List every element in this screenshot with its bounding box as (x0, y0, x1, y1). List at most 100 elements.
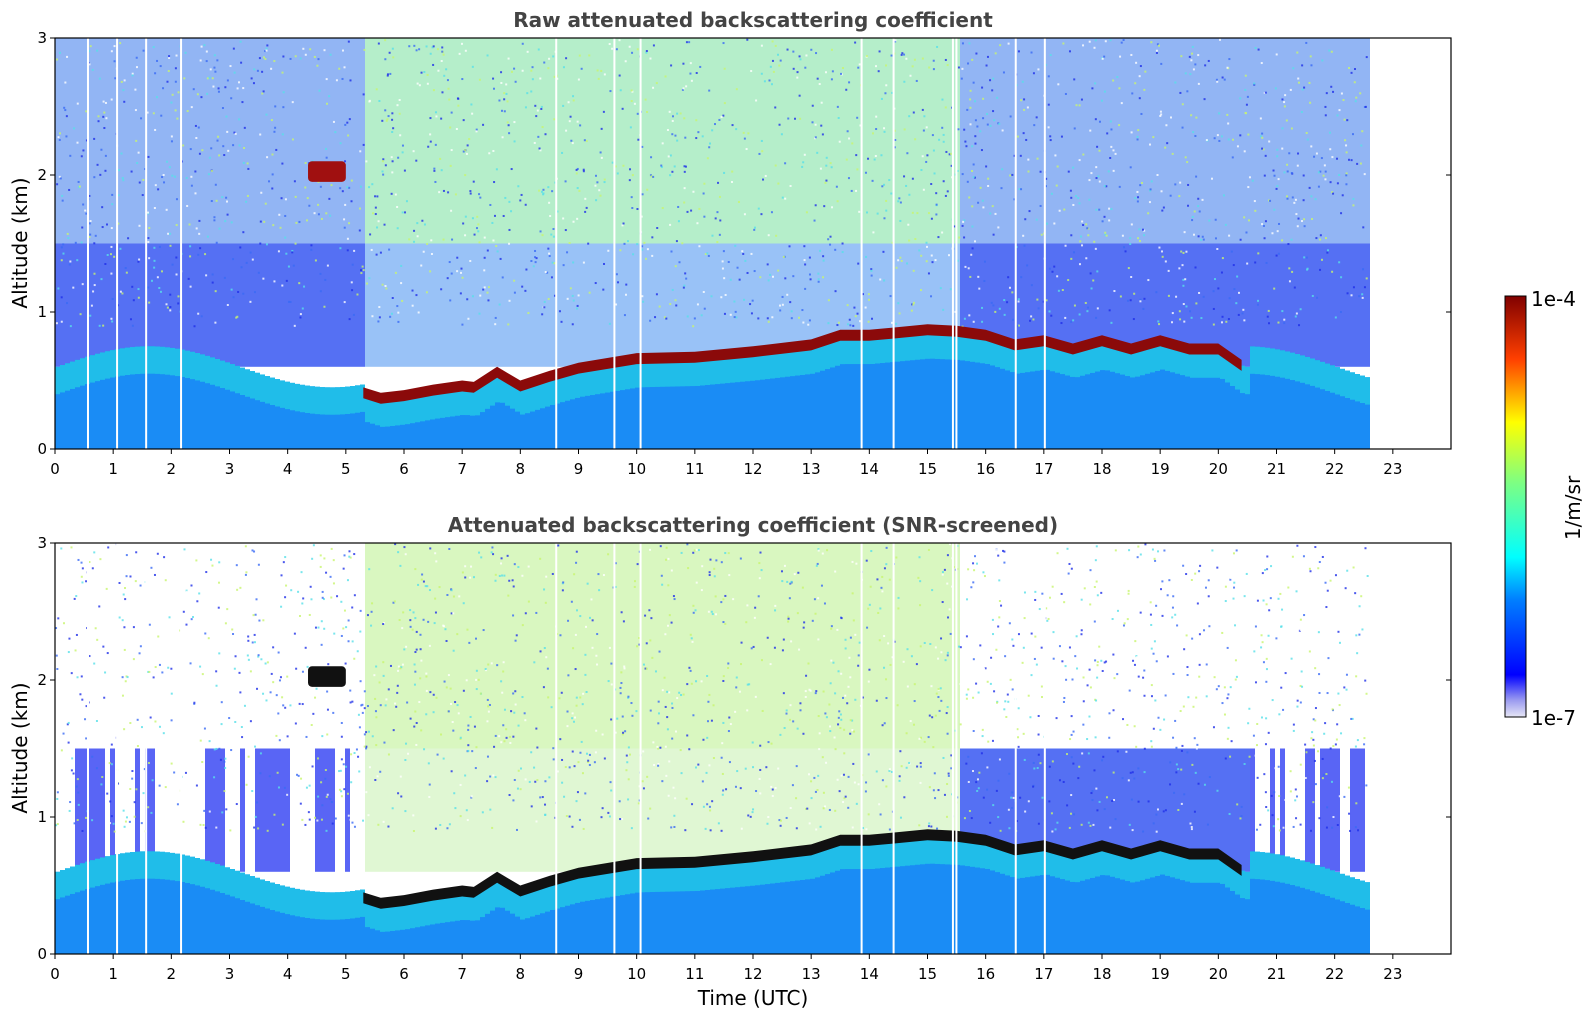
bottom-x-tick-label: 11 (685, 965, 704, 983)
top-x-tick-label: 19 (1151, 460, 1170, 478)
bottom-free-troposphere (55, 543, 1370, 954)
bottom-x-tick-label: 13 (802, 965, 821, 983)
colorbar: 1e-4 1e-7 1/m/sr (1504, 287, 1585, 730)
bottom-y-tick-label: 0 (37, 945, 47, 963)
bottom-x-tick-label: 10 (627, 965, 646, 983)
bottom-data-gap (145, 543, 148, 954)
bottom-data-gap (116, 543, 119, 954)
bottom-y-tick-label: 2 (37, 671, 47, 689)
bottom-data-gap (613, 543, 616, 954)
colorbar-max-label: 1e-4 (1531, 287, 1576, 311)
bottom-x-tick-label: 15 (918, 965, 937, 983)
top-y-axis: 0 1 2 3 (37, 29, 1451, 458)
top-x-tick-label: 21 (1267, 460, 1286, 478)
top-x-tick-label: 10 (627, 460, 646, 478)
bottom-data-gap (86, 543, 89, 954)
bottom-x-tick-label: 21 (1267, 965, 1286, 983)
top-x-tick-label: 8 (516, 460, 526, 478)
bottom-x-tick-label: 18 (1092, 965, 1111, 983)
top-x-tick-label: 1 (108, 460, 118, 478)
bottom-x-tick-label: 4 (283, 965, 293, 983)
top-x-tick-label: 12 (743, 460, 762, 478)
bottom-y-tick-label: 1 (37, 808, 47, 826)
top-x-tick-label: 0 (50, 460, 60, 478)
top-data-gap (1043, 38, 1046, 449)
bottom-x-tick-label: 3 (225, 965, 235, 983)
top-data-gap (892, 38, 895, 449)
bottom-y-tick-label: 3 (37, 534, 47, 552)
bottom-data-gap (860, 543, 863, 954)
top-data-gap (639, 38, 642, 449)
top-data-gap (180, 38, 183, 449)
top-heatmap (55, 38, 1451, 449)
bottom-heatmap (55, 543, 1451, 954)
bottom-x-tick-label: 1 (108, 965, 118, 983)
top-cloud-layer (363, 324, 1242, 404)
top-x-tick-label: 9 (574, 460, 584, 478)
bottom-panel: Attenuated backscattering coefficient (S… (8, 513, 1452, 1010)
bottom-x-tick-label: 23 (1383, 965, 1402, 983)
top-x-tick-label: 11 (685, 460, 704, 478)
bottom-data-gap (951, 543, 954, 954)
bottom-x-tick-label: 12 (743, 965, 762, 983)
top-elevated-layer (308, 161, 346, 182)
top-x-tick-label: 17 (1034, 460, 1053, 478)
top-x-tick-label: 5 (341, 460, 351, 478)
top-data-gap (860, 38, 863, 449)
bottom-elevated-layer (308, 666, 346, 687)
top-x-tick-label: 2 (167, 460, 177, 478)
top-panel: Raw attenuated backscattering coefficien… (8, 8, 1452, 478)
bottom-x-tick-label: 19 (1151, 965, 1170, 983)
top-y-tick-label: 1 (37, 303, 47, 321)
top-data-gap (1014, 38, 1017, 449)
bottom-cloud-layer (363, 829, 1242, 909)
top-x-tick-label: 15 (918, 460, 937, 478)
top-x-tick-label: 7 (457, 460, 467, 478)
top-y-tick-label: 3 (37, 29, 47, 47)
top-x-axis: 0 1 2 3 4 5 6 7 8 9 10 11 12 13 14 15 16 17 18 19 20 21 22 23 (50, 449, 1402, 478)
top-y-tick-label: 2 (37, 166, 47, 184)
top-data-gap (86, 38, 89, 449)
colorbar-unit-label: 1/m/sr (1561, 475, 1585, 540)
bottom-y-axis-label: Altitude (km) (8, 682, 32, 813)
top-x-tick-label: 14 (860, 460, 879, 478)
bottom-y-axis: 0 1 2 3 (37, 534, 1451, 963)
bottom-x-tick-label: 5 (341, 965, 351, 983)
top-y-tick-label: 0 (37, 440, 47, 458)
top-x-tick-label: 3 (225, 460, 235, 478)
top-data-gap (955, 38, 958, 449)
top-chart-title: Raw attenuated backscattering coefficien… (513, 8, 993, 32)
top-free-troposphere (55, 38, 1370, 449)
top-x-tick-label: 13 (802, 460, 821, 478)
top-data-gap (145, 38, 148, 449)
bottom-chart-title: Attenuated backscattering coefficient (S… (448, 513, 1058, 537)
colorbar-min-label: 1e-7 (1531, 706, 1576, 730)
bottom-x-tick-label: 17 (1034, 965, 1053, 983)
top-x-tick-label: 20 (1209, 460, 1228, 478)
bottom-data-gap (892, 543, 895, 954)
bottom-data-gap (639, 543, 642, 954)
x-axis-label: Time (UTC) (697, 986, 809, 1010)
top-x-tick-label: 23 (1383, 460, 1402, 478)
bottom-data-gap (1014, 543, 1017, 954)
bottom-data-gap (180, 543, 183, 954)
top-x-tick-label: 6 (399, 460, 409, 478)
bottom-x-tick-label: 0 (50, 965, 60, 983)
bottom-data-gap (555, 543, 558, 954)
top-data-gap (951, 38, 954, 449)
bottom-x-tick-label: 8 (516, 965, 526, 983)
bottom-x-tick-label: 2 (167, 965, 177, 983)
top-x-tick-label: 22 (1325, 460, 1344, 478)
top-data-gap (613, 38, 616, 449)
bottom-x-tick-label: 20 (1209, 965, 1228, 983)
colorbar-gradient (1504, 295, 1527, 718)
top-x-tick-label: 4 (283, 460, 293, 478)
bottom-data-gap (955, 543, 958, 954)
bottom-x-tick-label: 9 (574, 965, 584, 983)
top-x-tick-label: 16 (976, 460, 995, 478)
top-data-gap (116, 38, 119, 449)
top-noise (55, 38, 1368, 328)
bottom-x-tick-label: 16 (976, 965, 995, 983)
bottom-x-tick-label: 22 (1325, 965, 1344, 983)
